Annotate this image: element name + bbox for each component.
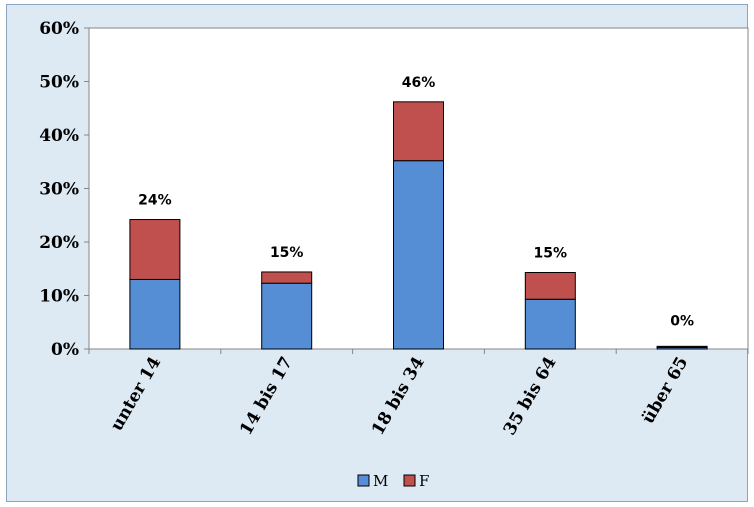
bar-segment-f [656,345,708,348]
bar-segment-m [261,282,313,350]
data-label: 0% [670,313,694,329]
bar-segment-m [524,298,576,350]
bar-segment-f [524,271,576,300]
x-tick-label: über 65 [638,354,692,428]
y-tick-label: 30% [39,180,79,200]
y-tick-label: 20% [39,233,79,253]
data-label: 24% [138,193,172,209]
legend-label-m: M [373,472,388,490]
bar-segment-f [393,101,444,162]
y-tick-label: 0% [51,340,79,360]
bar-segment-m [129,278,181,350]
y-tick-label: 40% [39,126,79,146]
bar-segment-f [261,271,313,284]
legend-swatch-f [403,474,416,487]
data-label: 15% [534,245,568,261]
legend-swatch-m [357,474,370,487]
x-tick-label: 35 bis 64 [500,353,561,439]
x-tick-label: 18 bis 34 [368,353,429,439]
x-tick-label: 14 bis 17 [236,354,297,439]
y-tick-label: 10% [39,287,79,307]
legend: M F [357,472,429,490]
bar-segment-m [393,160,444,350]
legend-label-f: F [419,472,429,490]
x-tick-label: unter 14 [107,353,165,434]
y-tick-label: 60% [39,19,79,39]
data-label: 46% [402,75,436,91]
data-label: 15% [270,245,304,261]
bar-segment-f [129,219,181,280]
y-tick-label: 50% [39,73,79,93]
